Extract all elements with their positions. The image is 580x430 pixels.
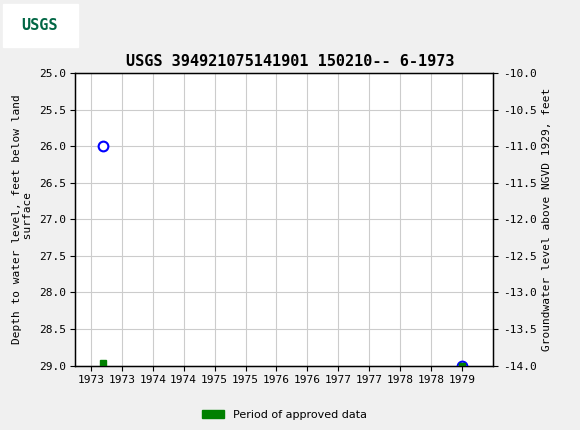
Text: USGS 394921075141901 150210-- 6-1973: USGS 394921075141901 150210-- 6-1973 [126,54,454,69]
Legend: Period of approved data: Period of approved data [197,405,371,424]
Y-axis label: Groundwater level above NGVD 1929, feet: Groundwater level above NGVD 1929, feet [542,88,552,351]
Bar [3,4,78,47]
Text: USGS: USGS [21,18,57,33]
Y-axis label: Depth to water level, feet below land
 surface: Depth to water level, feet below land su… [12,95,33,344]
